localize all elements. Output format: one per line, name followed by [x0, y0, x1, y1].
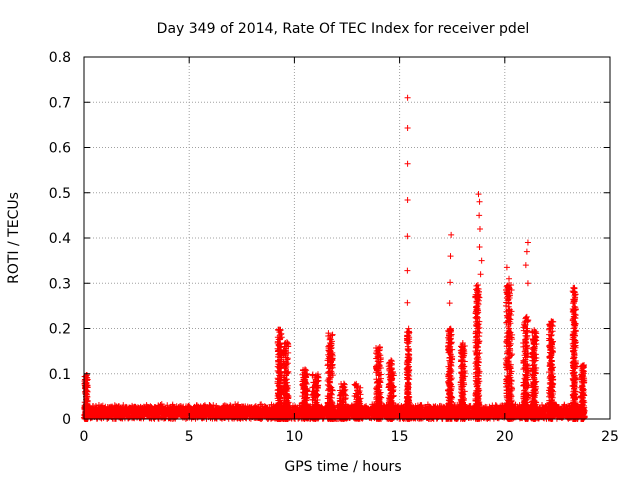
grid-lines [84, 57, 610, 419]
data-points [81, 94, 588, 422]
chart-title: Day 349 of 2014, Rate Of TEC Index for r… [157, 21, 530, 37]
data-point [116, 403, 123, 410]
